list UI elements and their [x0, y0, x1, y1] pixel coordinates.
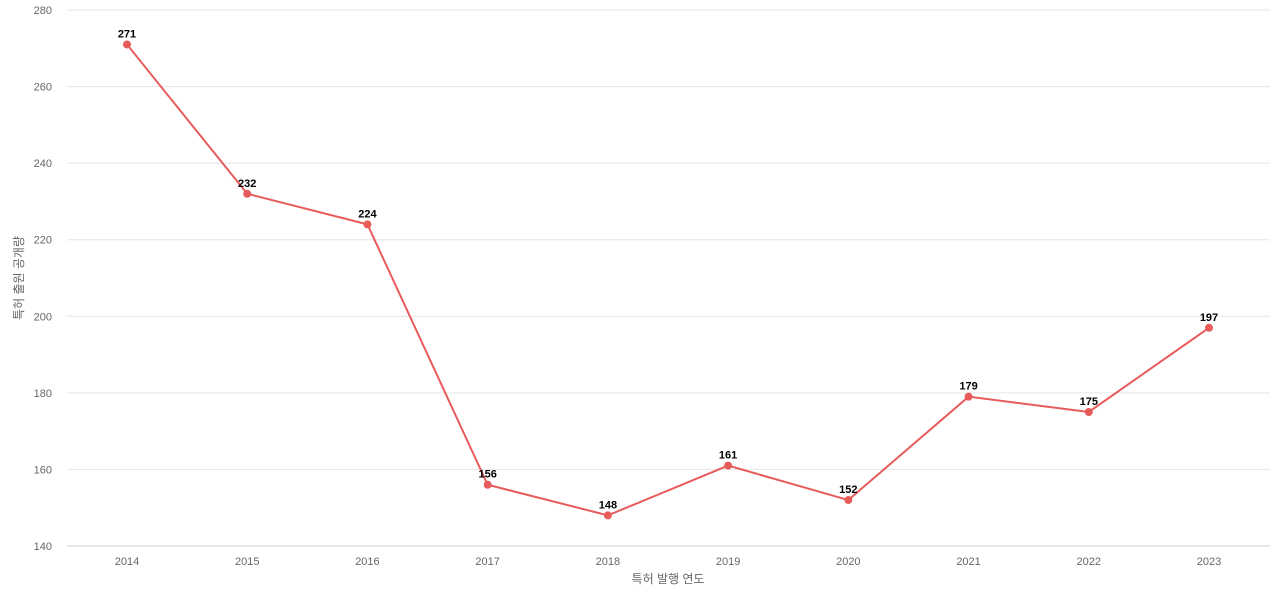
data-point[interactable] — [1205, 323, 1213, 332]
data-point[interactable] — [964, 392, 973, 401]
y-axis-ticks: 140 160 180 200 220 240 260 280 — [34, 5, 52, 553]
data-label: 232 — [238, 178, 256, 190]
x-tick-label: 2023 — [1197, 556, 1221, 568]
data-labels: 271 232 224 156 148 161 152 179 175 197 — [118, 28, 1218, 511]
x-tick-label: 2014 — [115, 556, 139, 568]
data-point[interactable] — [483, 480, 492, 489]
y-tick-label: 200 — [34, 311, 52, 323]
x-tick-label: 2021 — [956, 556, 980, 568]
data-point[interactable] — [123, 40, 131, 49]
y-tick-label: 220 — [34, 235, 52, 247]
x-tick-label: 2020 — [836, 556, 860, 568]
y-tick-label: 140 — [34, 541, 52, 553]
data-point[interactable] — [844, 496, 853, 505]
y-tick-label: 160 — [34, 464, 52, 476]
x-tick-label: 2022 — [1077, 556, 1101, 568]
data-label: 224 — [358, 208, 377, 220]
x-axis-ticks: 2014 2015 2016 2017 2018 2019 2020 2021 2022 2023 — [115, 556, 1221, 568]
x-tick-label: 2015 — [235, 556, 259, 568]
data-label: 271 — [118, 28, 136, 40]
x-tick-label: 2016 — [355, 556, 379, 568]
y-tick-label: 180 — [34, 388, 52, 400]
data-label: 161 — [719, 450, 737, 462]
y-tick-label: 240 — [34, 158, 52, 170]
x-axis-title: 특허 발행 연도 — [632, 571, 705, 586]
data-point[interactable] — [603, 511, 612, 520]
data-label: 152 — [839, 484, 857, 496]
gridlines — [67, 9, 1270, 547]
data-label: 156 — [478, 469, 496, 481]
data-point[interactable] — [724, 461, 733, 470]
x-tick-label: 2019 — [716, 556, 740, 568]
data-point[interactable] — [243, 189, 252, 198]
x-tick-label: 2017 — [475, 556, 499, 568]
data-point[interactable] — [363, 220, 372, 229]
x-tick-label: 2018 — [596, 556, 620, 568]
data-label: 179 — [959, 381, 977, 393]
y-tick-label: 260 — [34, 82, 52, 94]
y-axis-title: 특허 출원 공개량 — [12, 236, 26, 320]
y-tick-label: 280 — [34, 5, 52, 17]
data-label: 197 — [1200, 312, 1218, 324]
data-label: 175 — [1080, 396, 1098, 408]
series-line — [126, 43, 1210, 517]
data-point[interactable] — [1084, 408, 1093, 416]
series-layer — [123, 40, 1213, 520]
data-label: 148 — [599, 499, 617, 511]
